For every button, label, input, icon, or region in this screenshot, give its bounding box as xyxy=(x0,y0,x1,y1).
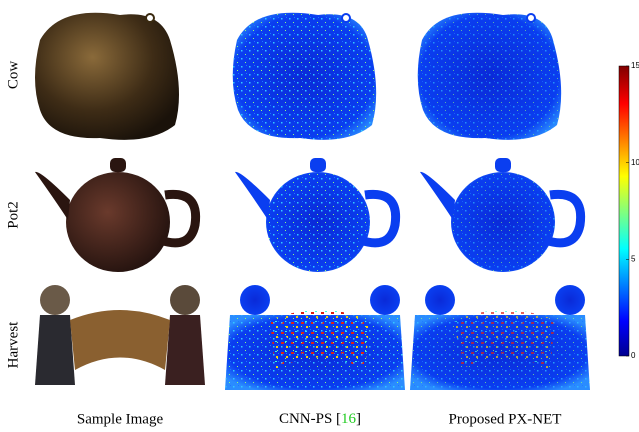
pot-sample xyxy=(35,158,201,272)
cow-cnnps-error xyxy=(232,12,377,140)
cow-sample xyxy=(35,12,179,140)
column-label: CNN-PS [16] xyxy=(279,411,361,427)
pot-cnnps-error xyxy=(235,158,401,272)
row-label: Pot2 xyxy=(5,201,21,229)
column-label: Proposed PX-NET xyxy=(449,411,562,427)
colorbar-tick-label: 5 xyxy=(631,254,636,263)
colorbar xyxy=(618,65,630,357)
column-label: Sample Image xyxy=(77,411,164,427)
harvest-sample xyxy=(30,285,210,390)
row-label: Cow xyxy=(5,61,21,90)
harvest-cnnps-error xyxy=(225,285,405,390)
colorbar-tick-label: 0 xyxy=(631,351,636,360)
colorbar-tick-label: 10 xyxy=(631,158,639,167)
colorbar-tick-label: 15 xyxy=(631,61,639,70)
citation[interactable]: 16 xyxy=(341,411,357,427)
column-label-text: CNN-PS [ xyxy=(279,411,341,427)
pot-pxnet-error xyxy=(420,158,586,272)
harvest-pxnet-error xyxy=(410,285,590,390)
row-label: Harvest xyxy=(5,321,21,368)
column-label-text: ] xyxy=(356,411,361,427)
cow-pxnet-error xyxy=(417,12,562,140)
